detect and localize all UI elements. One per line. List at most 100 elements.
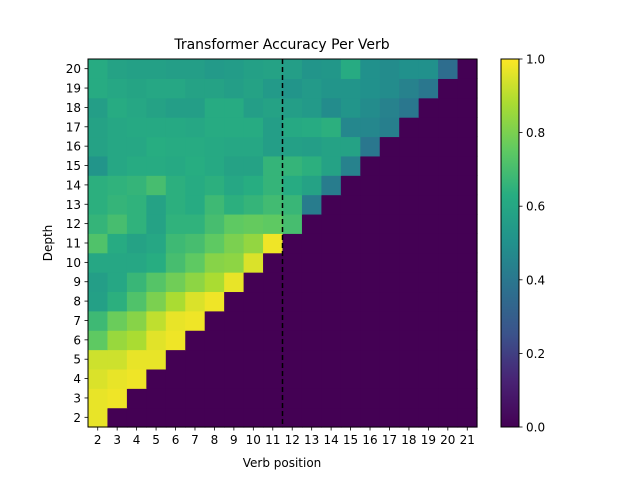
heatmap-cell (379, 155, 400, 176)
heatmap-cell (399, 213, 420, 234)
heatmap-cell (282, 291, 303, 312)
heatmap-cell (243, 291, 264, 312)
heatmap-cell (165, 310, 186, 331)
heatmap-cell (418, 97, 439, 118)
heatmap-cell (185, 78, 206, 99)
heatmap-cell (340, 97, 361, 118)
heatmap-cell (88, 349, 109, 370)
heatmap-cell (224, 388, 245, 409)
heatmap-cell (301, 388, 322, 409)
heatmap-cell (457, 291, 478, 312)
heatmap-cell (126, 78, 147, 99)
heatmap-cell (204, 194, 225, 215)
heatmap-cell (204, 97, 225, 118)
heatmap-cell (340, 155, 361, 176)
y-tick-label: 14 (66, 178, 81, 192)
heatmap-cell (360, 213, 381, 234)
heatmap-cell (204, 349, 225, 370)
x-tick-label: 4 (133, 433, 141, 447)
x-tick-label: 21 (460, 433, 475, 447)
heatmap-cell (457, 155, 478, 176)
heatmap-cell (301, 136, 322, 157)
heatmap-cell (263, 117, 284, 138)
heatmap-cell (340, 136, 361, 157)
heatmap-cell (204, 155, 225, 176)
heatmap-cell (438, 78, 459, 99)
y-tick-label: 18 (66, 101, 81, 115)
heatmap-cell (224, 330, 245, 351)
x-tick-label: 16 (362, 433, 377, 447)
heatmap-cell (243, 194, 264, 215)
x-tick-label: 2 (94, 433, 102, 447)
heatmap-cell (438, 155, 459, 176)
y-tick-label: 12 (66, 217, 81, 231)
heatmap-cell (457, 388, 478, 409)
heatmap-cell (418, 233, 439, 254)
heatmap-cell (107, 194, 128, 215)
heatmap-cell (418, 272, 439, 293)
heatmap-cell (224, 310, 245, 331)
heatmap-cell (418, 310, 439, 331)
x-tick-label: 13 (304, 433, 319, 447)
heatmap-cell (126, 272, 147, 293)
heatmap-cell (379, 136, 400, 157)
heatmap-cell (360, 233, 381, 254)
heatmap-cell (243, 252, 264, 273)
heatmap-cell (282, 388, 303, 409)
heatmap-cell (379, 78, 400, 99)
heatmap-cell (438, 291, 459, 312)
heatmap-cell (438, 233, 459, 254)
heatmap-cell (107, 368, 128, 389)
x-tick-label: 8 (211, 433, 219, 447)
heatmap-cell (379, 252, 400, 273)
colorbar-tick-label: 1.0 (526, 53, 545, 67)
heatmap-cell (457, 117, 478, 138)
heatmap-cell (126, 97, 147, 118)
heatmap-cell (360, 252, 381, 273)
heatmap-cell (126, 233, 147, 254)
heatmap-cell (321, 252, 342, 273)
heatmap-cell (263, 252, 284, 273)
heatmap-cell (282, 233, 303, 254)
heatmap-cell (224, 194, 245, 215)
heatmap-cell (185, 117, 206, 138)
heatmap-cell (282, 310, 303, 331)
heatmap-cell (301, 407, 322, 428)
heatmap-cell (243, 388, 264, 409)
x-tick-label: 10 (246, 433, 261, 447)
heatmap-cell (243, 213, 264, 234)
heatmap-cell (399, 272, 420, 293)
heatmap-cell (146, 213, 167, 234)
heatmap-cell (146, 310, 167, 331)
heatmap-cell (263, 407, 284, 428)
heatmap-cell (165, 155, 186, 176)
heatmap-cell (321, 368, 342, 389)
heatmap-cell (399, 194, 420, 215)
heatmap-cell (146, 291, 167, 312)
heatmap-cell (282, 272, 303, 293)
heatmap-cell (243, 272, 264, 293)
heatmap-cell (88, 59, 109, 79)
heatmap-cell (282, 407, 303, 428)
heatmap-cell (88, 252, 109, 273)
heatmap-cell (360, 330, 381, 351)
heatmap-cell (146, 136, 167, 157)
heatmap-cell (399, 155, 420, 176)
heatmap-cell (107, 349, 128, 370)
heatmap-cell (418, 330, 439, 351)
heatmap-cell (282, 175, 303, 196)
heatmap-cell (399, 78, 420, 99)
heatmap-cell (418, 291, 439, 312)
heatmap-cell (418, 349, 439, 370)
heatmap-cell (379, 233, 400, 254)
heatmap-cell (379, 194, 400, 215)
heatmap-cell (263, 97, 284, 118)
heatmap-cell (457, 78, 478, 99)
heatmap-cell (379, 310, 400, 331)
heatmap-cell (340, 272, 361, 293)
heatmap-cell (204, 388, 225, 409)
heatmap-cell (126, 213, 147, 234)
heatmap-cell (301, 59, 322, 79)
heatmap-cell (263, 136, 284, 157)
